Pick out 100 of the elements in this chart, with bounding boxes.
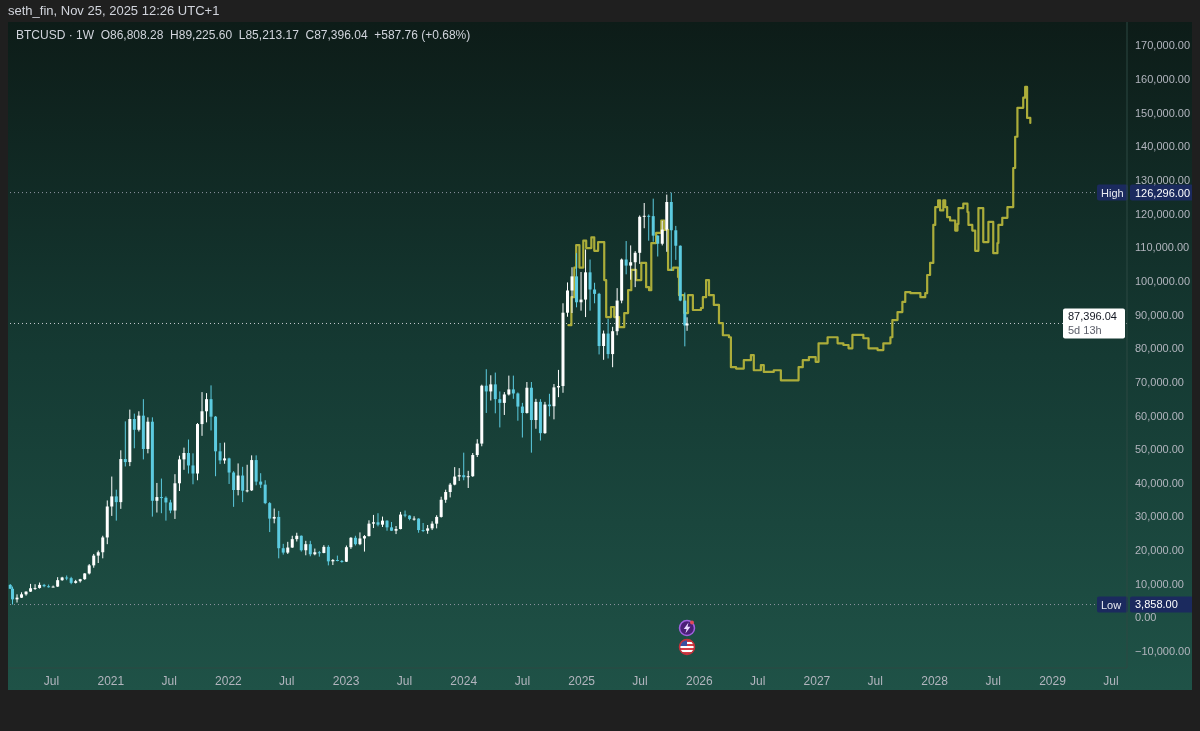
x-tick-label: Jul <box>1103 673 1119 688</box>
candlestick <box>611 326 615 368</box>
candlestick <box>502 391 506 416</box>
x-tick-label: Jul <box>749 673 766 688</box>
candlestick <box>642 202 646 229</box>
candlestick <box>602 330 606 361</box>
x-tick-label: Jul <box>279 673 295 688</box>
candlestick <box>263 479 267 505</box>
candlestick <box>376 512 380 527</box>
candlestick <box>593 282 597 304</box>
candlestick <box>227 457 231 485</box>
y-tick-label: 0.00 <box>1135 611 1157 624</box>
candlestick <box>101 535 105 559</box>
y-tick-label: 10,000.00 <box>1135 577 1184 590</box>
y-tick-label: 30,000.00 <box>1135 510 1184 523</box>
y-tick-label: 160,000.00 <box>1135 73 1191 86</box>
candlestick <box>462 452 466 481</box>
candlestick <box>674 225 678 261</box>
candlestick <box>385 519 389 532</box>
candlestick <box>186 439 190 475</box>
y-tick-label: 100,000.00 <box>1135 274 1191 287</box>
x-tick-label: 2027 <box>803 673 831 688</box>
x-tick-label: 2026 <box>685 673 713 688</box>
x-tick-label: Jul <box>161 673 177 688</box>
y-tick-label: 70,000.00 <box>1135 375 1184 388</box>
x-tick-label: Jul <box>985 673 1001 688</box>
y-tick-label: 150,000.00 <box>1135 106 1191 119</box>
x-tick-label: Jul <box>43 673 60 688</box>
candlestick <box>520 402 524 439</box>
candlestick <box>223 442 227 465</box>
candlestick <box>236 462 240 496</box>
candlestick <box>466 470 470 489</box>
candlestick <box>123 420 127 467</box>
candlestick <box>489 374 493 402</box>
y-tick-label: 110,000.00 <box>1135 241 1190 254</box>
candlestick <box>421 522 425 533</box>
chart-title: seth_fin, Nov 25, 2025 12:26 UTC+1 <box>8 3 220 18</box>
candlestick <box>209 384 213 431</box>
candlestick <box>606 318 610 359</box>
candlestick <box>114 489 118 522</box>
y-tick-label: 120,000.00 <box>1135 207 1191 220</box>
candlestick <box>534 398 538 430</box>
candlestick <box>33 583 37 591</box>
x-tick-label: 2023 <box>332 673 360 688</box>
candlestick <box>566 281 569 318</box>
candlestick <box>245 464 249 493</box>
candlestick <box>685 316 689 332</box>
y-tick-label: 40,000.00 <box>1135 476 1184 489</box>
candlestick <box>656 234 660 258</box>
ref-line-label: Low <box>1101 598 1122 611</box>
candlestick <box>471 452 475 478</box>
candlestick <box>498 390 502 428</box>
candlestick <box>110 476 114 517</box>
ref-line-label: 5d 13h <box>1068 324 1102 337</box>
x-tick-label: 2028 <box>921 673 949 688</box>
candlestick <box>493 372 497 414</box>
y-tick-label: 3,858.00 <box>1135 598 1178 611</box>
y-tick-label: 60,000.00 <box>1135 409 1184 422</box>
candlestick <box>394 525 398 535</box>
x-tick-label: 2022 <box>215 673 243 688</box>
y-tick-label: 20,000.00 <box>1135 544 1184 557</box>
candlestick <box>200 391 204 437</box>
x-tick-label: Jul <box>867 673 883 688</box>
candlestick <box>177 455 181 492</box>
x-tick-label: 2021 <box>97 673 125 688</box>
candlestick <box>412 515 416 522</box>
candlestick <box>507 375 511 396</box>
candlestick <box>241 466 245 503</box>
y-tick-label: 50,000.00 <box>1135 443 1184 456</box>
candlestick <box>403 510 407 518</box>
x-tick-label: 2024 <box>450 673 478 688</box>
candlestick <box>191 452 195 485</box>
y-tick-label: 80,000.00 <box>1135 342 1184 355</box>
text: BTCUSD · 1W O86,808.28 H89,225.60 L85,213.17 C87,396.04 +587.76 (+0.68%) <box>16 28 471 42</box>
candlestick <box>182 447 186 471</box>
y-tick-label: 130,000.00 <box>1135 174 1191 187</box>
candlestick <box>159 478 163 514</box>
ref-line-label: High <box>1101 186 1124 199</box>
candlestick <box>326 544 330 566</box>
candlestick <box>552 383 556 420</box>
candlestick <box>358 531 362 546</box>
candlestick <box>254 454 258 486</box>
candlestick <box>132 413 136 449</box>
candlestick <box>232 470 236 508</box>
candlestick <box>511 375 515 400</box>
x-tick-label: 2025 <box>568 673 596 688</box>
annotation: 87,396.04 <box>1068 310 1117 323</box>
candlestick <box>624 240 628 275</box>
candlestick <box>439 496 443 519</box>
candlestick <box>647 213 651 242</box>
y-tick-label: 170,000.00 <box>1135 39 1191 52</box>
candlestick <box>268 501 272 533</box>
candlestick <box>570 266 574 314</box>
candlestick <box>629 244 633 281</box>
candlestick <box>205 392 209 423</box>
candlestick <box>651 198 655 243</box>
y-tick-label: 90,000.00 <box>1135 308 1184 321</box>
x-tick-label: 2029 <box>1039 673 1067 688</box>
candlestick <box>633 250 637 288</box>
x-tick-label: Jul <box>632 673 648 688</box>
